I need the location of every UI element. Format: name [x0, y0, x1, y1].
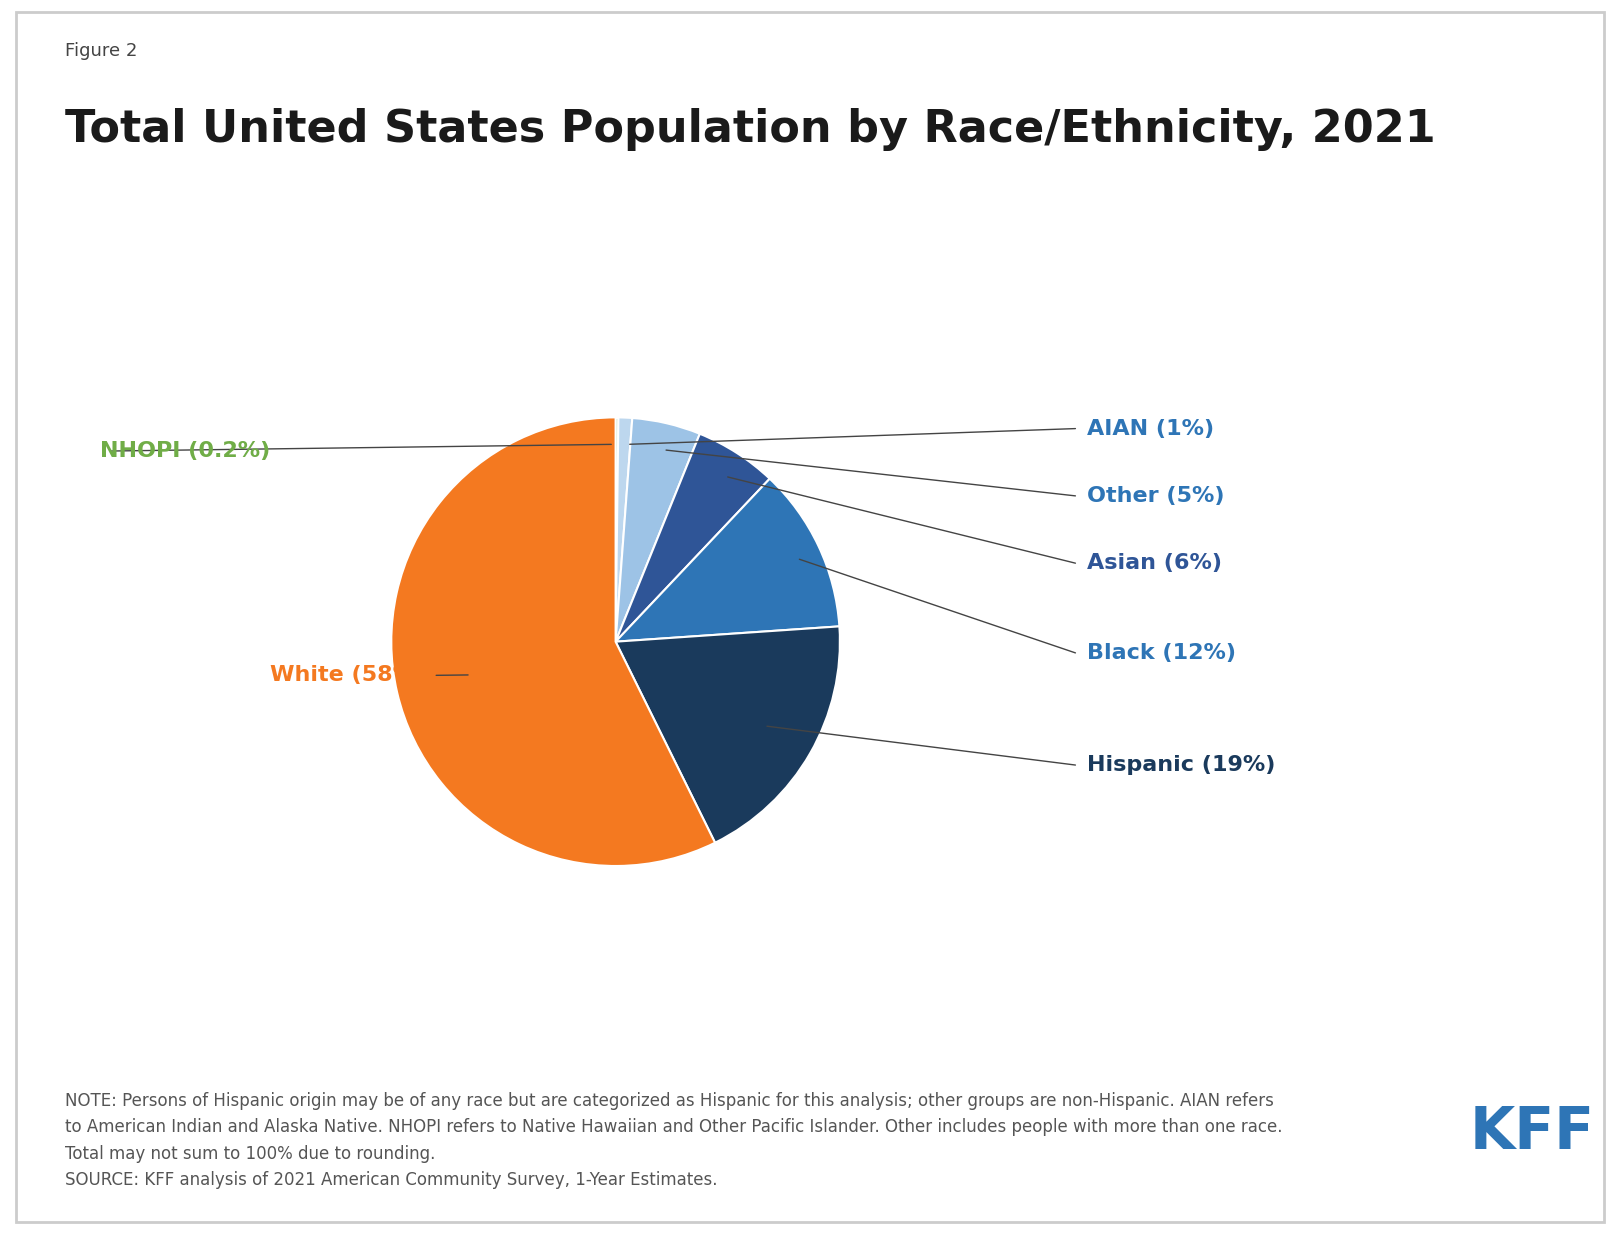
Text: Asian (6%): Asian (6%): [1087, 553, 1221, 573]
Wedge shape: [616, 434, 770, 642]
Wedge shape: [616, 418, 700, 642]
Text: White (58%): White (58%): [271, 665, 424, 685]
Text: AIAN (1%): AIAN (1%): [1087, 418, 1213, 438]
Text: Figure 2: Figure 2: [65, 42, 138, 59]
Wedge shape: [616, 417, 619, 642]
Text: NOTE: Persons of Hispanic origin may be of any race but are categorized as Hispa: NOTE: Persons of Hispanic origin may be …: [65, 1092, 1283, 1190]
Wedge shape: [616, 479, 839, 642]
Wedge shape: [616, 417, 632, 642]
Text: Total United States Population by Race/Ethnicity, 2021: Total United States Population by Race/E…: [65, 107, 1435, 151]
Text: KFF: KFF: [1469, 1104, 1594, 1161]
Text: NHOPI (0.2%): NHOPI (0.2%): [100, 441, 271, 462]
Text: Other (5%): Other (5%): [1087, 486, 1225, 506]
Wedge shape: [616, 627, 839, 843]
Wedge shape: [392, 417, 714, 866]
Text: Black (12%): Black (12%): [1087, 643, 1236, 663]
Text: Hispanic (19%): Hispanic (19%): [1087, 755, 1275, 775]
